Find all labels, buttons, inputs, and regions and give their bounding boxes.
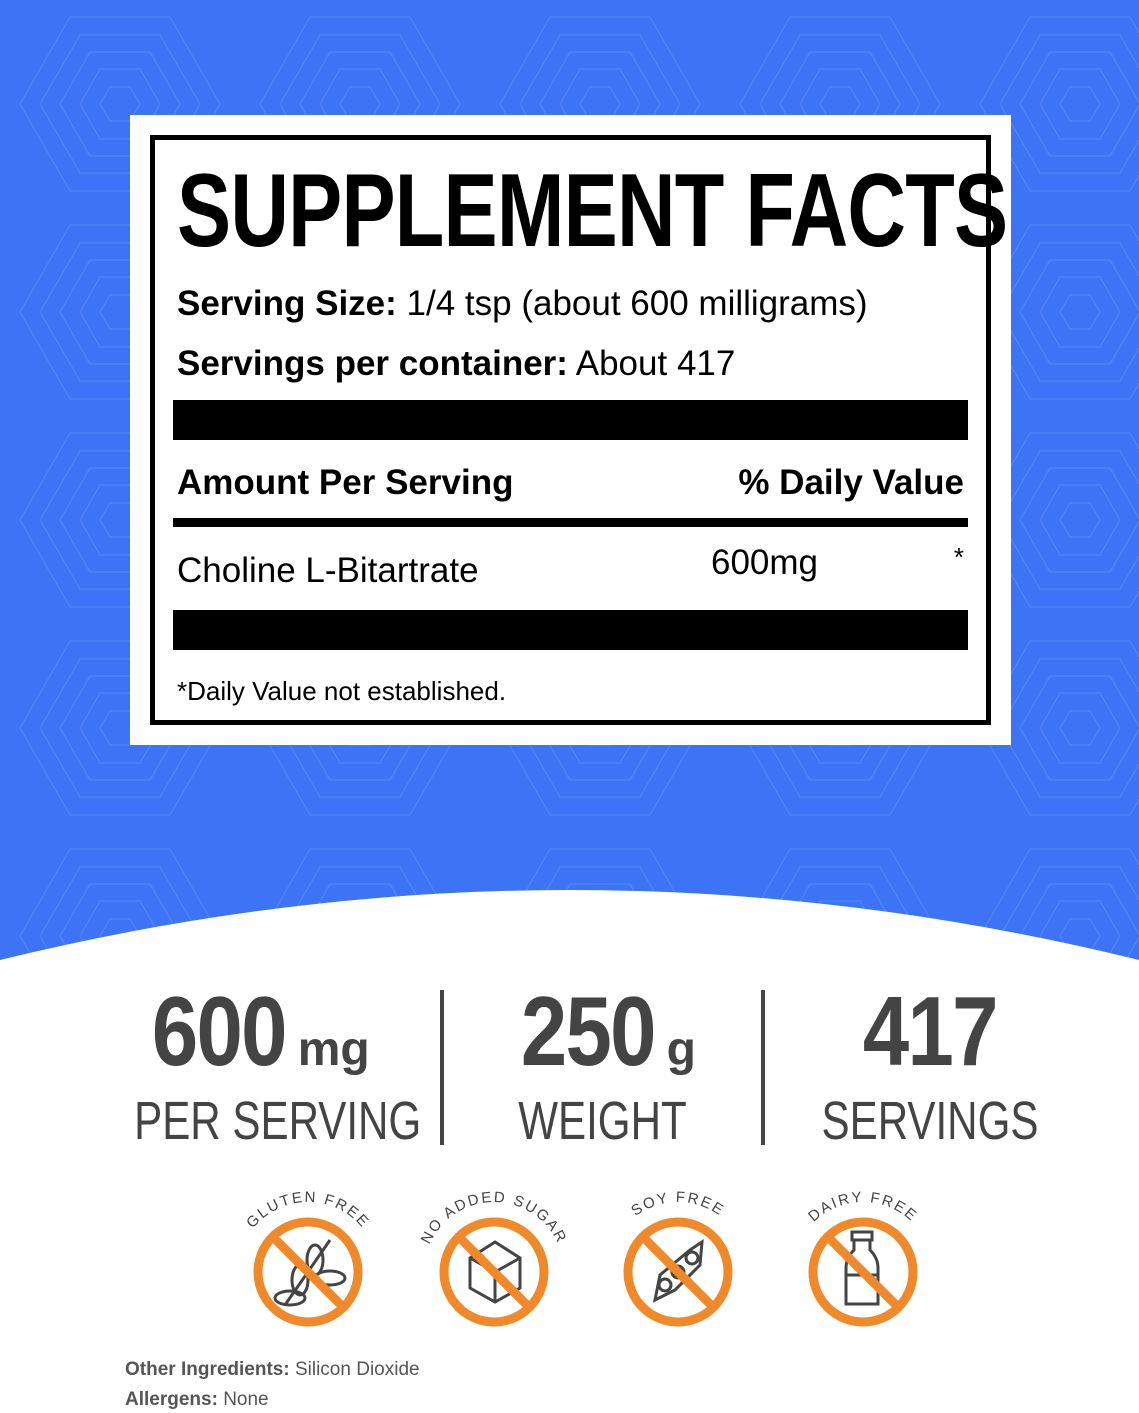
facts-title: SUPPLEMENT FACTS [177,153,1008,269]
stat-weight: 250 g [450,975,755,1088]
dv-header: % Daily Value [738,463,964,502]
footnote: *Daily Value not established. [177,676,507,706]
badge-gluten-free: GLUTEN FREE [243,1189,371,1327]
other-ingredients-label: Other Ingredients: [125,1359,290,1380]
other-ingredients-value: Silicon Dioxide [294,1359,420,1380]
stat-label: SERVINGS [821,1091,1039,1151]
divider-bar [173,610,968,650]
stat-label: PER SERVING [134,1091,422,1151]
serving-size: Serving Size: 1/4 tsp (about 600 milligr… [177,283,868,325]
badge-soy-free: SOY FREE [623,1189,733,1327]
ingredient-amount: 600mg [711,543,819,582]
divider-bar [173,400,968,440]
stat-servings: 417 [775,975,1085,1088]
badge-no-added-sugar: NO ADDED SUGAR [418,1189,568,1327]
stat-unit: g [666,1023,696,1076]
allergens: Allergens: None [125,1389,269,1411]
free-from-badges: GLUTEN FREE NO ADDED SUGAR SOY FREE DAIR… [243,1189,919,1327]
facts-border: SUPPLEMENT FACTS Serving Size: 1/4 tsp (… [150,135,1008,725]
stat-label: WEIGHT [518,1091,687,1151]
stat-divider [761,990,765,1145]
servings-per-container: Servings per container: About 417 [177,343,735,385]
stat-value: 250 [520,976,657,1086]
serving-size-value: 1/4 tsp (about 600 milligrams) [406,284,868,323]
supplement-facts-panel: SUPPLEMENT FACTS Serving Size: 1/4 tsp (… [130,115,1011,745]
stat-unit: mg [297,1023,370,1076]
stat-value: 600 [152,976,288,1086]
badge-label: SOY FREE [628,1189,726,1220]
stat-divider [440,990,444,1145]
divider-line [173,518,968,527]
servings-value: About 417 [575,344,736,383]
allergens-value: None [223,1389,269,1410]
other-ingredients: Other Ingredients: Silicon Dioxide [125,1359,420,1381]
svg-text:SOY FREE: SOY FREE [628,1189,728,1220]
stat-value: 417 [863,976,999,1086]
stat-per-serving: 600 mg [100,975,410,1088]
badge-dairy-free: DAIRY FREE [805,1189,919,1327]
servings-label: Servings per container: [177,344,568,383]
ingredient-dv: * [953,542,964,572]
serving-size-label: Serving Size: [177,284,397,323]
ingredient-name: Choline L-Bitartrate [177,551,479,590]
amount-header: Amount Per Serving [177,463,514,502]
allergens-label: Allergens: [125,1389,218,1410]
